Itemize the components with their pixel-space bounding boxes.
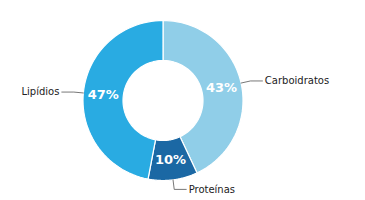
svg-text:Carboidratos: Carboidratos	[265, 75, 329, 86]
svg-text:43%: 43%	[206, 80, 237, 95]
svg-text:Lipídios: Lipídios	[21, 86, 59, 97]
svg-text:47%: 47%	[88, 87, 119, 102]
svg-text:Proteínas: Proteínas	[189, 184, 235, 195]
svg-text:10%: 10%	[155, 152, 186, 167]
